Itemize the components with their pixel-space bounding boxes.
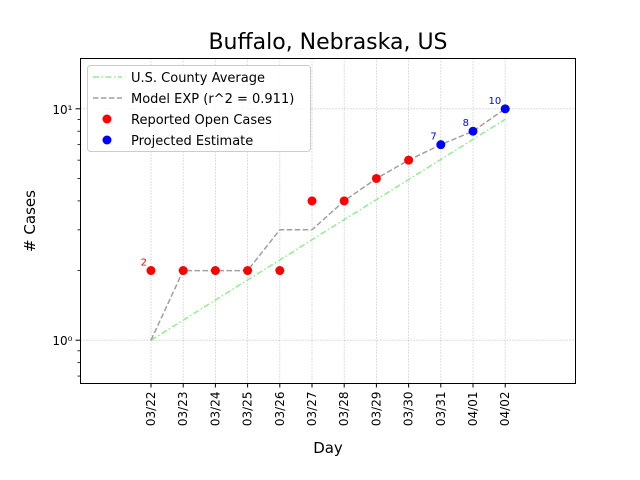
data-point: [436, 140, 446, 150]
data-point: [210, 266, 220, 276]
legend-label: Reported Open Cases: [131, 113, 272, 128]
data-label: 2: [141, 258, 147, 269]
legend: U.S. County Average Model EXP (r^2 = 0.91…: [87, 65, 311, 152]
legend-label: Projected Estimate: [131, 134, 253, 149]
data-point: [178, 266, 188, 276]
data-label: 8: [463, 118, 469, 129]
x-axis-label: Day: [313, 439, 343, 457]
data-label: 10: [488, 96, 501, 107]
x-tick-label: 03/29: [369, 392, 383, 427]
data-label: 7: [430, 132, 436, 143]
x-tick-label: 03/27: [305, 392, 319, 427]
y-axis-label: # Cases: [21, 190, 39, 252]
legend-marker-swatch: [102, 135, 112, 145]
series-line-0: [150, 118, 506, 341]
annotation-layer: 2 7 8 10: [141, 96, 502, 269]
data-point: [146, 266, 156, 276]
x-tick-label: 03/28: [337, 392, 351, 427]
legend-label: Model EXP (r^2 = 0.911): [131, 92, 294, 107]
data-point: [468, 126, 478, 136]
data-point: [307, 196, 317, 206]
data-point: [371, 173, 381, 183]
data-point: [243, 266, 253, 276]
chart-title: Buffalo, Nebraska, US: [208, 30, 447, 55]
series-line-1: [150, 108, 506, 341]
legend-label: U.S. County Average: [131, 71, 265, 86]
legend-marker-swatch: [102, 114, 112, 124]
data-point: [275, 266, 285, 276]
x-tick-label: 03/22: [144, 392, 158, 427]
y-tick-label: 10¹: [52, 103, 72, 117]
series-layer: [146, 104, 510, 341]
x-tick-label: 03/30: [402, 392, 416, 427]
data-point: [404, 155, 414, 165]
y-tick-label: 10⁰: [52, 334, 72, 348]
plot-frame: [80, 58, 576, 384]
x-tick-label: 03/23: [176, 392, 190, 427]
x-tick-label: 03/26: [273, 392, 287, 427]
data-point: [339, 196, 349, 206]
x-tick-label: 03/24: [208, 392, 222, 427]
x-tick-layer: 03/22 03/23 03/24 03/25 03/26 03/27 03/28 03/29…: [144, 383, 512, 427]
x-tick-label: 04/02: [498, 392, 512, 427]
x-tick-label: 03/31: [434, 392, 448, 427]
y-tick-layer: 10⁰ 10¹: [52, 103, 81, 377]
x-tick-label: 04/01: [466, 392, 480, 427]
data-point: [500, 104, 510, 114]
x-tick-label: 03/25: [241, 392, 255, 427]
legend-box: [87, 65, 311, 152]
